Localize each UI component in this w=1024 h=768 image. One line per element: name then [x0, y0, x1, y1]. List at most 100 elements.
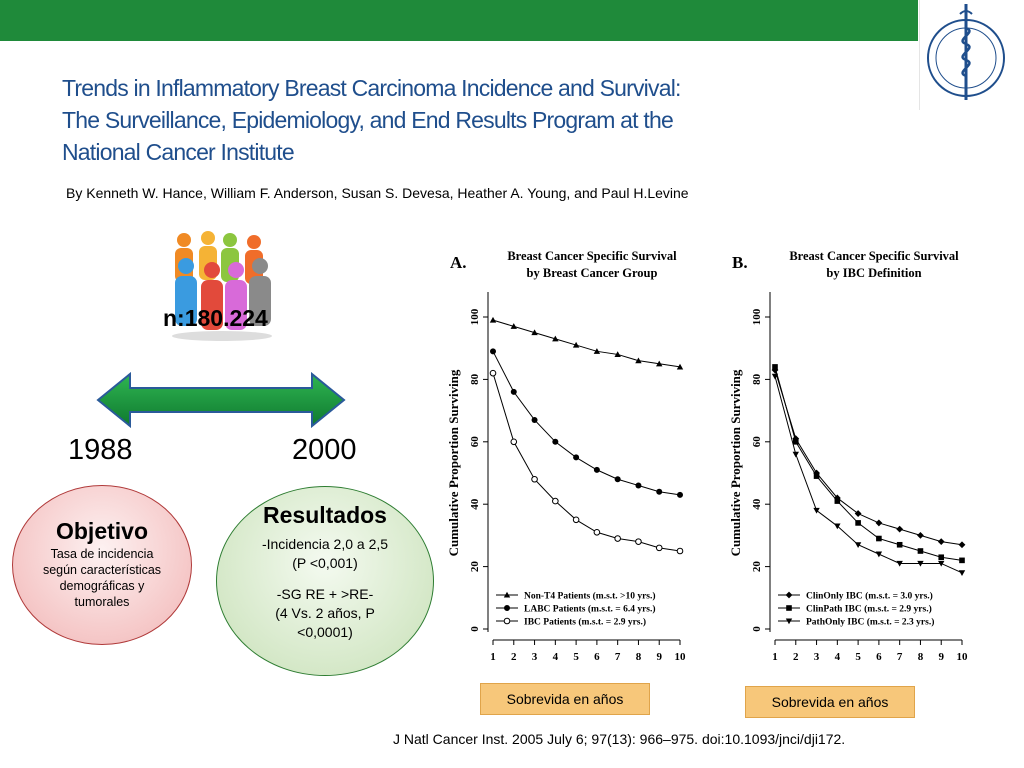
resultados-line: (4 Vs. 2 años, P: [275, 605, 375, 621]
title-line: The Surveillance, Epidemiology, and End …: [62, 107, 674, 133]
x-tick-label: 2: [793, 651, 799, 663]
data-point: [896, 525, 904, 533]
data-point: [896, 541, 903, 548]
data-point: [635, 482, 642, 489]
y-tick-label: 40: [469, 498, 481, 510]
institute-seal-icon: [927, 4, 1005, 100]
data-point: [572, 516, 580, 524]
objetivo-text: Tasa de incidencia según características…: [42, 547, 162, 609]
x-tick-label: 8: [918, 651, 924, 663]
data-point: [593, 348, 601, 354]
data-point: [656, 360, 663, 367]
data-point: [490, 348, 496, 355]
x-tick-label: 3: [532, 651, 538, 663]
resultados-line: -Incidencia 2,0 a 2,5: [261, 536, 389, 552]
x-axis-label-a: Sobrevida en años: [480, 683, 650, 715]
x-tick-label: 6: [876, 651, 882, 663]
data-point: [896, 560, 903, 567]
resultados-line: (P <0,001): [292, 555, 358, 571]
data-point: [876, 535, 882, 542]
series-line: [492, 319, 681, 368]
sample-size-label: n:180.224: [163, 305, 268, 331]
y-tick-label: 80: [469, 373, 481, 385]
x-tick-label: 9: [656, 651, 662, 663]
x-tick-label: 4: [835, 651, 841, 663]
title-line: Trends in Inflammatory Breast Carcinoma …: [62, 75, 681, 101]
legend-entry: ClinPath IBC (m.s.t. = 2.9 yrs.): [806, 604, 932, 615]
data-point: [531, 329, 538, 336]
legend-entry: IBC Patients (m.s.t. = 2.9 yrs.): [524, 617, 646, 628]
data-point: [772, 364, 778, 370]
y-tick-label: 40: [751, 498, 763, 510]
series-line: [774, 369, 963, 546]
x-tick-label: 10: [675, 651, 687, 663]
y-tick-label: 60: [469, 436, 481, 448]
data-point: [614, 476, 621, 483]
data-point: [938, 560, 945, 567]
data-point: [937, 538, 945, 546]
panel-label: A.: [450, 253, 467, 272]
data-point: [635, 538, 642, 545]
legend-entry: LABC Patients (m.s.t. = 6.4 yrs.): [524, 604, 656, 615]
legend-marker: [785, 618, 793, 625]
x-tick-label: 10: [957, 651, 969, 663]
data-point: [854, 510, 862, 517]
series-1: [489, 316, 684, 370]
chart-title: Breast Cancer Specific Survival: [789, 249, 959, 263]
data-point: [813, 507, 820, 514]
series-line: [492, 351, 681, 496]
y-tick-label: 0: [751, 626, 763, 632]
data-point: [875, 519, 883, 527]
x-tick-label: 7: [615, 651, 621, 663]
x-tick-label: 6: [594, 651, 600, 663]
data-point: [489, 369, 497, 377]
data-point: [854, 542, 862, 548]
resultados-text: -Incidencia 2,0 a 2,5 (P <0,001) -SG RE …: [217, 535, 433, 642]
data-point: [917, 548, 924, 554]
y-tick-label: 100: [469, 308, 481, 325]
data-point: [656, 488, 663, 495]
y-tick-label: 0: [469, 626, 481, 632]
resultados-line: <0,0001): [297, 624, 353, 640]
data-point: [855, 520, 861, 526]
institute-logo: [919, 0, 1012, 110]
data-point: [552, 438, 559, 445]
legend-marker: [503, 617, 511, 625]
data-point: [959, 557, 965, 564]
resultados-line: [217, 573, 433, 585]
x-axis-label-b: Sobrevida en años: [745, 686, 915, 718]
y-tick-label: 80: [751, 373, 763, 385]
data-point: [552, 497, 559, 505]
start-year: 1988: [68, 434, 133, 466]
data-point: [917, 532, 924, 539]
data-point: [875, 551, 883, 558]
data-point: [771, 373, 779, 380]
legend-marker: [785, 591, 793, 599]
data-point: [917, 560, 924, 567]
data-point: [958, 541, 966, 549]
title-line: National Cancer Institute: [62, 139, 295, 165]
y-tick-label: 60: [751, 436, 763, 448]
survival-chart-b: B. Breast Cancer Specific Survival by IBC …: [728, 249, 969, 663]
series-3: [771, 373, 966, 577]
series-2: [772, 364, 965, 564]
citation: J Natl Cancer Inst. 2005 July 6; 97(13):…: [393, 731, 846, 747]
data-point: [792, 451, 799, 458]
x-tick-label: 5: [855, 651, 861, 663]
data-point: [531, 475, 538, 483]
panel-label: B.: [732, 253, 748, 272]
y-axis-label: Cumulative Proportion Surviving: [446, 369, 461, 556]
data-point: [676, 363, 684, 370]
survival-chart-a: A. Breast Cancer Specific Survival by Brea…: [446, 249, 687, 663]
x-tick-label: 2: [511, 651, 517, 663]
objetivo-bubble: Objetivo Tasa de incidencia según caract…: [12, 485, 192, 645]
legend-entry: Non-T4 Patients (m.s.t. >10 yrs.): [524, 591, 656, 602]
resultados-line: -SG RE + >RE-: [276, 586, 374, 602]
resultados-title: Resultados: [263, 502, 387, 528]
x-tick-label: 1: [772, 651, 778, 663]
legend-marker: [504, 605, 510, 611]
legend-marker: [503, 591, 511, 598]
people-group-icon: [172, 231, 272, 341]
x-tick-label: 7: [897, 651, 903, 663]
data-point: [510, 323, 517, 329]
